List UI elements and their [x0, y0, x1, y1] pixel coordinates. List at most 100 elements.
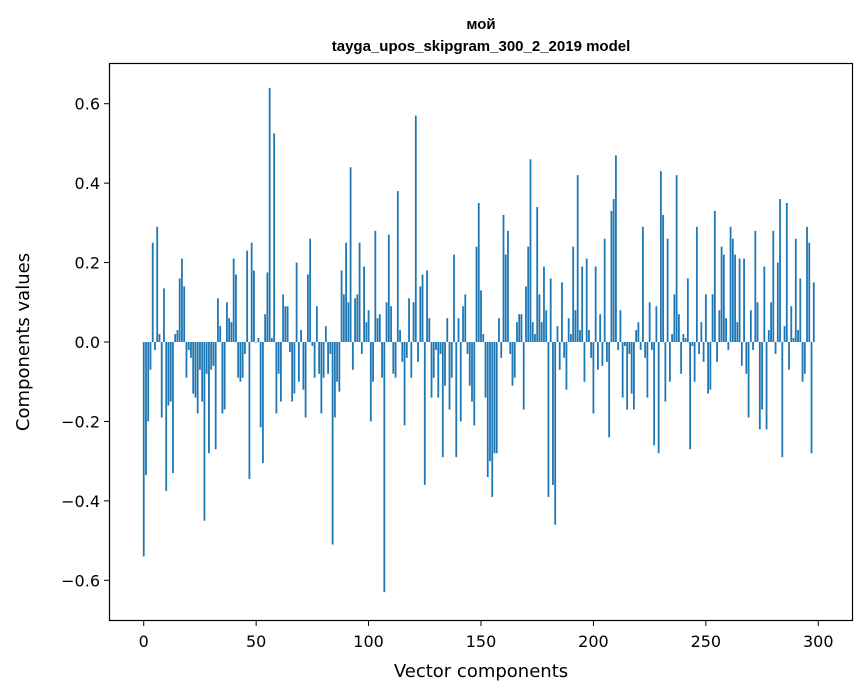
bar — [163, 288, 165, 342]
bar — [700, 322, 703, 342]
bar — [210, 342, 213, 370]
bar — [174, 334, 177, 342]
bar — [480, 290, 482, 342]
bar — [376, 318, 379, 342]
bar — [538, 294, 541, 342]
bar — [792, 338, 795, 342]
bar — [574, 310, 577, 342]
bar — [673, 294, 676, 342]
bar — [237, 342, 240, 378]
bar — [378, 314, 381, 342]
bar — [482, 334, 485, 342]
bar — [655, 306, 658, 342]
bar — [295, 262, 298, 342]
bar — [646, 342, 649, 398]
bar — [641, 226, 644, 342]
y-axis-ticks: −0.6 −0.4 −0.2 0.0 0.2 0.4 0.6 — [61, 95, 110, 590]
bar — [428, 318, 431, 342]
bar — [167, 342, 170, 406]
bar — [396, 191, 399, 342]
bar — [435, 342, 437, 350]
bar — [277, 342, 280, 374]
bar — [810, 342, 813, 454]
bar — [612, 199, 615, 342]
bar — [588, 330, 590, 342]
x-tick-label: 250 — [691, 632, 722, 651]
bar — [147, 342, 150, 422]
bar — [477, 203, 480, 342]
bar — [190, 342, 192, 358]
bar — [430, 342, 433, 398]
bar — [228, 318, 231, 342]
bar — [727, 342, 730, 350]
y-tick-label: 0.4 — [75, 174, 100, 193]
bar — [698, 342, 700, 354]
bar — [624, 342, 626, 346]
bar — [414, 115, 417, 342]
bar — [358, 242, 361, 342]
bar — [338, 342, 341, 392]
bar — [491, 342, 494, 497]
bar — [259, 342, 262, 428]
bar — [196, 342, 199, 414]
bar — [248, 342, 251, 480]
bar — [158, 334, 161, 342]
bar — [734, 254, 736, 342]
bar — [502, 214, 505, 342]
bar — [192, 342, 195, 394]
y-tick-label: 0.2 — [75, 254, 100, 273]
bar — [520, 314, 523, 342]
bar — [156, 226, 159, 342]
bar — [772, 230, 775, 342]
bar — [468, 342, 471, 386]
bar — [464, 294, 467, 342]
bar — [457, 318, 460, 342]
bar — [657, 342, 660, 454]
bar — [333, 342, 336, 418]
bar — [740, 342, 743, 366]
x-tick-label: 0 — [139, 632, 149, 651]
bar — [257, 338, 260, 342]
bar — [662, 214, 665, 342]
bar — [324, 326, 327, 342]
bar — [291, 342, 294, 402]
bar — [633, 342, 635, 410]
bar — [788, 342, 790, 370]
bar — [365, 322, 368, 342]
bar — [486, 342, 489, 478]
bar — [342, 294, 345, 342]
bar — [785, 203, 788, 342]
bar — [160, 342, 163, 418]
bar — [154, 342, 156, 350]
bar — [493, 342, 496, 454]
bar — [360, 342, 363, 354]
bar — [221, 342, 224, 414]
bar — [390, 306, 392, 342]
bar — [779, 199, 781, 342]
bar — [203, 342, 206, 521]
bar — [549, 278, 552, 342]
bar — [504, 254, 507, 342]
bar — [250, 242, 253, 342]
bar — [176, 330, 179, 342]
bar — [345, 242, 347, 342]
bar — [635, 330, 638, 342]
bar — [172, 342, 174, 474]
bar — [704, 294, 707, 342]
bar — [381, 342, 383, 378]
bar — [270, 338, 273, 342]
bar — [194, 342, 197, 398]
bar — [653, 342, 656, 446]
bar — [448, 342, 451, 410]
x-tick-label: 300 — [803, 632, 834, 651]
bar — [302, 342, 305, 390]
bar — [590, 342, 593, 358]
bar — [648, 302, 651, 342]
bar — [621, 342, 624, 398]
bar — [709, 342, 712, 390]
bar — [808, 242, 811, 342]
bar — [754, 230, 757, 342]
bar — [293, 342, 296, 394]
bar — [462, 306, 464, 342]
bar — [693, 342, 696, 382]
